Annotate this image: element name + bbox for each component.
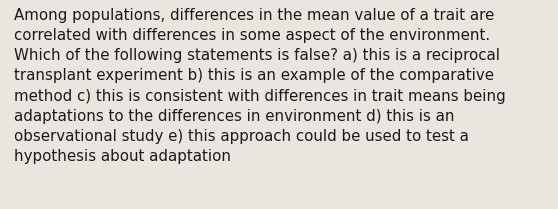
Text: Among populations, differences in the mean value of a trait are
correlated with : Among populations, differences in the me… — [14, 8, 506, 164]
